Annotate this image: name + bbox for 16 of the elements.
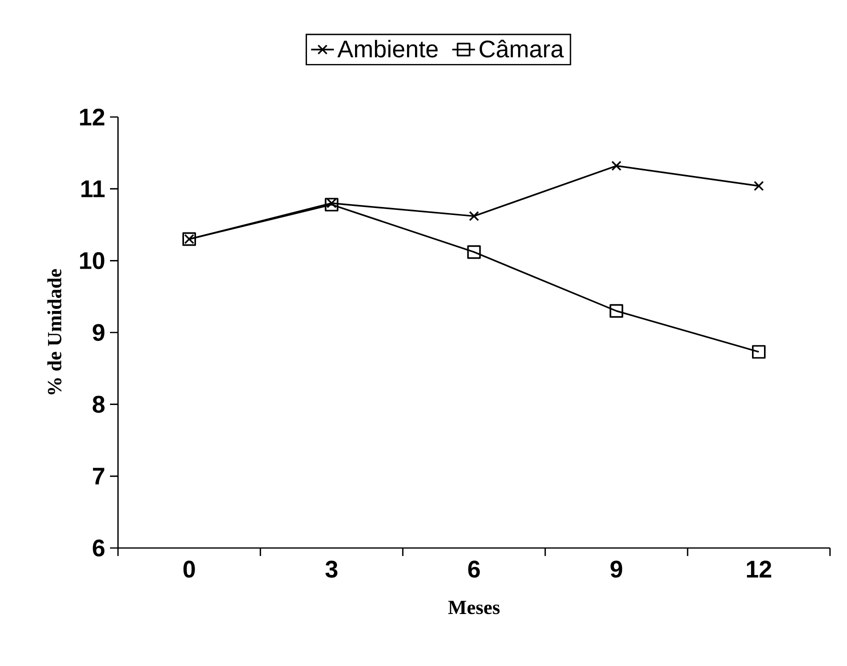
legend-label: Câmara (480, 40, 564, 58)
y-tick-label: 11 (81, 180, 105, 198)
y-tick-label: 10 (80, 252, 104, 270)
y-tick-label: 8 (92, 396, 105, 413)
y-axis-title: % de Umidade (47, 269, 62, 394)
x-tick-label: 9 (610, 560, 622, 578)
x-axis-title: Meses (448, 600, 500, 614)
y-tick-label: 9 (92, 324, 104, 341)
y-tick-label: 7 (92, 468, 104, 484)
y-tick-label: 6 (92, 539, 104, 556)
x-tick-label: 0 (183, 560, 195, 578)
y-tick-label: 12 (80, 108, 104, 126)
legend-label: Ambiente (337, 40, 438, 58)
x-tick-label: 3 (325, 560, 338, 578)
x-tick-label: 12 (746, 560, 772, 578)
x-tick-label: 6 (468, 560, 480, 578)
